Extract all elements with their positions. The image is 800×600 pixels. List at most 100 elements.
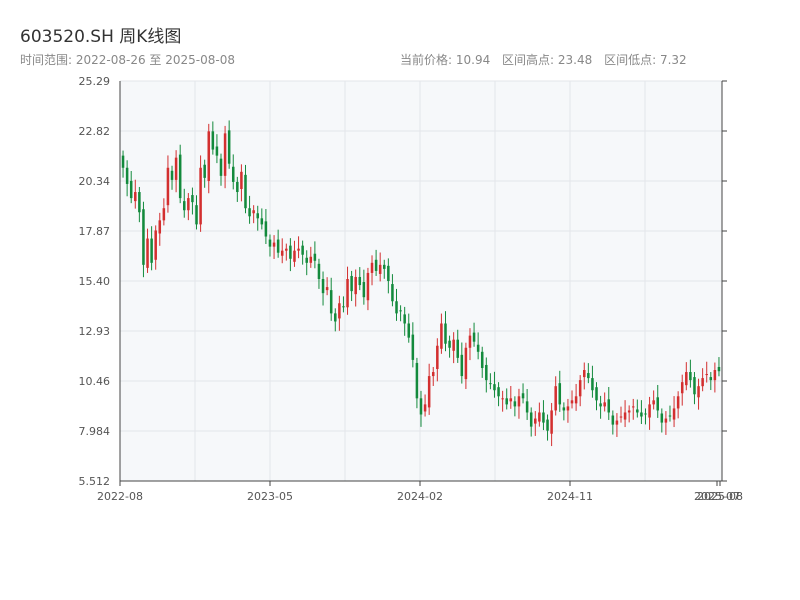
candle-down: [211, 131, 215, 150]
candle-up: [187, 198, 190, 211]
candle-up: [672, 408, 676, 420]
candle-down: [227, 130, 231, 164]
candle-up: [664, 418, 668, 423]
y-tick-label: 17.87: [79, 225, 111, 238]
candle-down: [497, 387, 500, 397]
candle-up: [627, 410, 631, 413]
candle-down: [546, 419, 549, 431]
candle-down: [660, 413, 664, 423]
candle-down: [448, 340, 451, 348]
candle-down: [558, 383, 562, 405]
candle-up: [346, 278, 349, 308]
candle-down: [313, 253, 317, 261]
candle-down: [607, 399, 611, 413]
candle-down: [456, 339, 459, 358]
x-tick-label: 2023-05: [247, 490, 293, 503]
candle-up: [427, 376, 431, 408]
candle-down: [411, 334, 415, 360]
candle-up: [431, 372, 435, 377]
candle-down: [236, 181, 239, 193]
candle-up: [652, 400, 655, 405]
candle-down: [264, 221, 268, 237]
candle-up: [464, 347, 468, 380]
candle-down: [183, 201, 186, 211]
candle-down: [460, 354, 464, 377]
candle-up: [501, 398, 504, 400]
candle-up: [223, 133, 227, 176]
candle-down: [170, 170, 174, 180]
y-tick-label: 20.34: [79, 175, 111, 188]
candle-up: [452, 339, 455, 351]
candle-down: [150, 238, 153, 263]
candle-up: [713, 370, 717, 381]
chart-title: 603520.SH 周K线图: [20, 27, 182, 47]
candle-down: [268, 239, 272, 247]
candle-down: [289, 245, 292, 259]
candle-down: [407, 323, 411, 338]
candle-down: [248, 208, 251, 217]
y-tick-label: 22.82: [79, 125, 111, 138]
candle-up: [705, 374, 708, 376]
candle-up: [280, 250, 284, 256]
candle-down: [636, 409, 639, 413]
candle-down: [395, 301, 398, 314]
candle-up: [566, 406, 570, 411]
candle-down: [244, 174, 247, 209]
y-tick-label: 5.512: [79, 475, 111, 488]
period-high: 区间高点: 23.48: [502, 53, 593, 67]
candle-down: [599, 403, 602, 407]
candle-down: [521, 393, 525, 399]
candle-down: [219, 158, 223, 176]
candle-down: [342, 306, 345, 308]
y-tick-label: 10.46: [79, 375, 111, 388]
y-tick-label: 15.40: [79, 275, 111, 288]
candle-up: [338, 303, 341, 319]
candle-up: [297, 248, 300, 251]
candle-down: [383, 264, 386, 269]
candle-up: [309, 256, 313, 263]
candle-up: [174, 157, 178, 180]
candle-up: [615, 420, 619, 425]
candle-down: [350, 275, 353, 292]
candle-down: [301, 245, 304, 255]
candle-up: [293, 250, 296, 262]
candle-up: [154, 230, 157, 260]
price-summary: 当前价格: 10.94 区间高点: 23.48 区间低点: 7.32: [400, 51, 687, 68]
y-tick-label: 7.984: [79, 425, 111, 438]
candle-down: [305, 257, 308, 263]
candle-up: [378, 264, 382, 274]
candle-down: [595, 387, 598, 401]
candle-down: [121, 155, 125, 168]
candle-down: [399, 310, 402, 312]
candle-down: [472, 332, 476, 342]
candle-up: [623, 412, 627, 420]
candle-down: [656, 397, 659, 411]
candle-down: [419, 398, 423, 415]
candle-down: [476, 344, 480, 352]
candle-down: [317, 263, 321, 279]
candle-up: [468, 335, 472, 348]
candle-up: [134, 192, 137, 202]
x-tick-label: 2025-07: [694, 490, 740, 503]
candle-up: [517, 396, 521, 407]
candle-down: [444, 323, 447, 344]
candle-down: [403, 314, 406, 324]
candle-up: [325, 287, 329, 291]
candle-down: [415, 362, 419, 399]
candle-down: [195, 205, 198, 225]
candle-down: [640, 412, 643, 417]
candle-up: [534, 418, 537, 424]
candle-down: [276, 239, 280, 253]
candle-down: [329, 290, 333, 314]
candle-down: [591, 378, 594, 391]
candle-up: [538, 412, 541, 422]
candle-down: [215, 146, 219, 156]
candle-up: [578, 380, 582, 397]
candle-down: [489, 383, 492, 385]
period-low: 区间低点: 7.32: [604, 53, 687, 67]
candle-down: [542, 412, 545, 423]
candle-up: [252, 210, 255, 214]
candle-up: [423, 404, 427, 412]
candle-up: [509, 398, 513, 402]
